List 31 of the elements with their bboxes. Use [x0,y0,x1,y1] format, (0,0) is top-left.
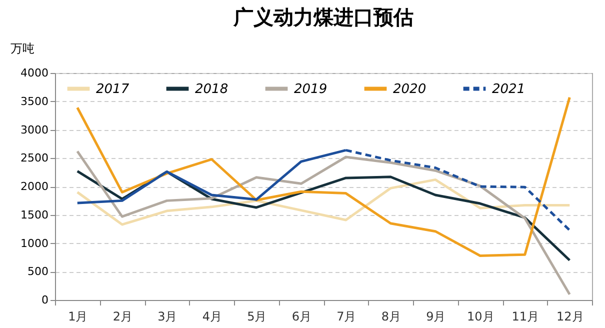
x-tick-label: 3月 [158,310,178,324]
y-tick-label: 2500 [20,152,48,165]
y-tick-label: 1000 [20,236,48,250]
x-tick-label: 6月 [292,310,312,324]
legend-label: 2020 [393,82,426,97]
chart-title: 广义动力煤进口预估 [232,5,414,29]
x-tick-label: 7月 [336,310,356,324]
line-series [76,178,571,226]
y-tick-label: 1500 [20,208,48,222]
y-axis-title: 万吨 [10,42,34,56]
y-tick-label: 0 [42,294,48,306]
x-tick-label: 9月 [426,310,446,324]
x-tick-label: 2月 [112,310,132,324]
x-tick-label: 8月 [381,310,401,324]
y-tick-label: 3500 [20,94,48,108]
x-tick-label: 1月 [68,310,88,324]
legend-label: 2018 [195,82,228,97]
x-tick-label: 12月 [556,310,584,324]
y-tick-label: 3000 [20,123,48,136]
y-tick-label: 2000 [20,180,48,193]
y-tick-label: 4000 [20,66,48,80]
x-tick-label: 5月 [247,310,267,324]
x-tick-label: 10月 [466,310,494,324]
legend-label: 2019 [294,82,328,97]
line-series [76,96,571,257]
legend-label: 2021 [492,82,526,97]
legend-label: 2017 [96,82,130,97]
y-tick-label: 500 [28,265,48,278]
line-series [76,150,571,296]
x-tick-label: 4月 [202,310,222,324]
x-tick-label: 11月 [512,310,540,324]
